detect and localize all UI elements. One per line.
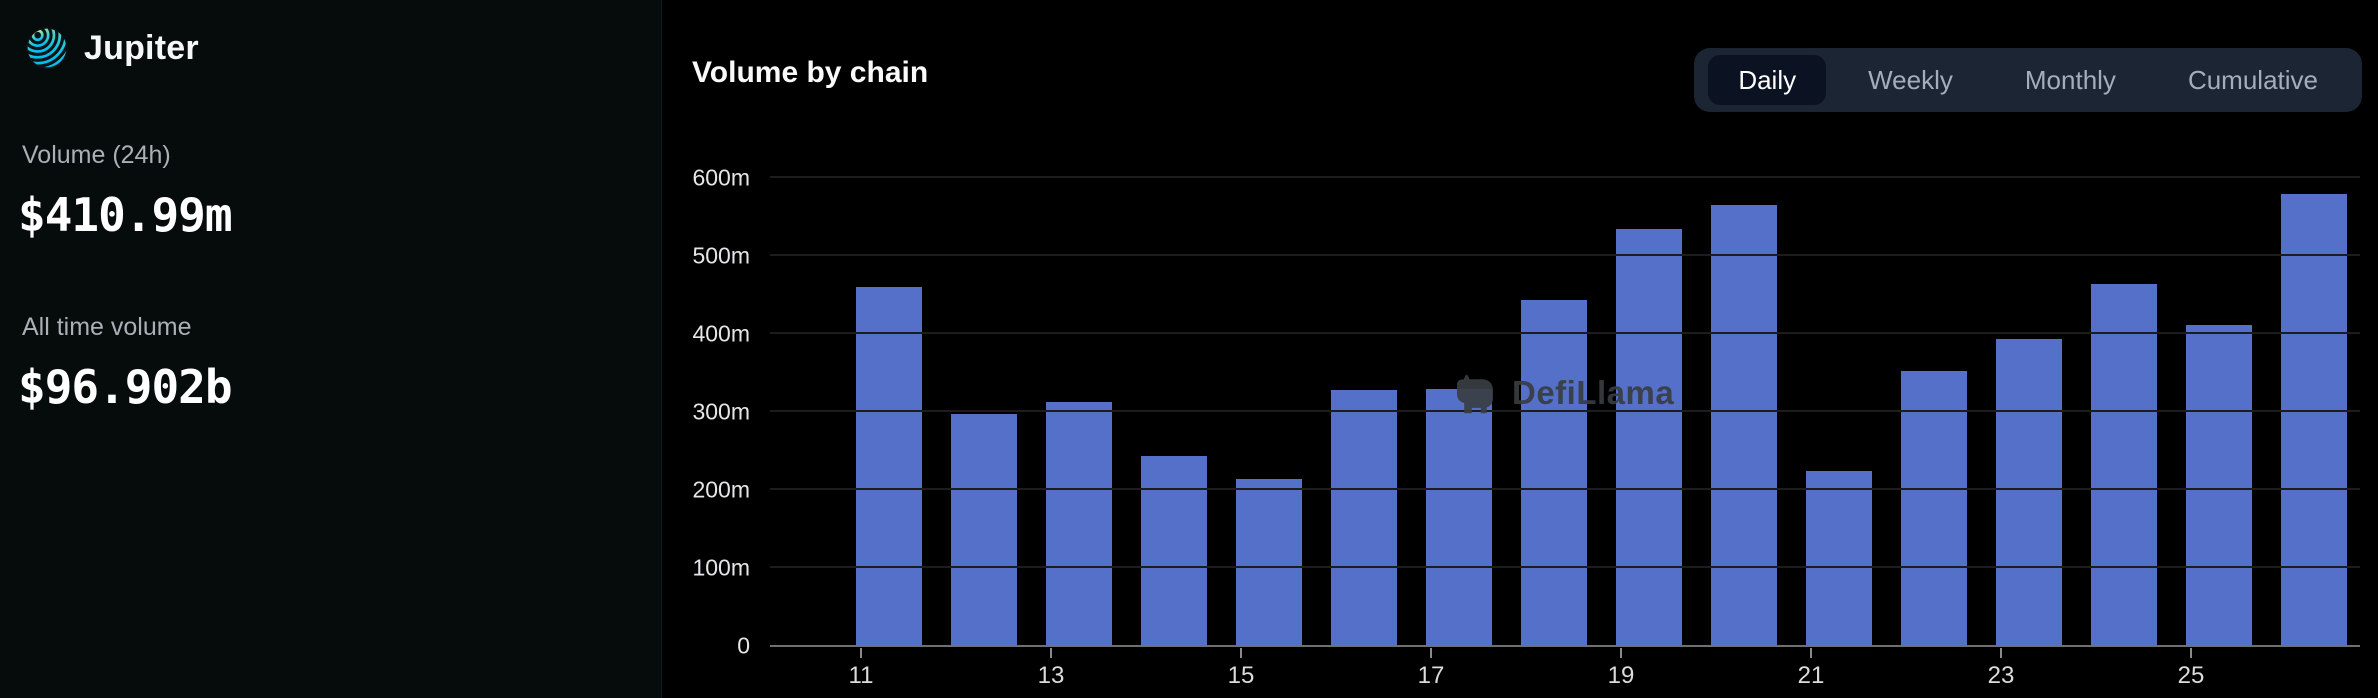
bar-day-21[interactable] (1805, 471, 1872, 646)
x-axis-label: 25 (2177, 662, 2205, 689)
gridline-500m (770, 254, 2360, 256)
bar-slot (936, 178, 1031, 646)
all-time-volume-label: All time volume (22, 313, 192, 341)
jupiter-logo-icon (26, 27, 68, 69)
bar-slot (1126, 178, 1221, 646)
x-axis-line (770, 645, 2360, 647)
y-axis-label: 300m (692, 398, 750, 425)
bar-day-15[interactable] (1235, 479, 1302, 646)
y-axis-label: 400m (692, 320, 750, 347)
bar-day-18[interactable] (1520, 299, 1587, 646)
bar-slot (2076, 178, 2171, 646)
bar-day-17[interactable] (1425, 388, 1492, 646)
bar-slot (841, 178, 936, 646)
bar-slot (1981, 178, 2076, 646)
y-axis-label: 500m (692, 242, 750, 269)
volume-24h-value: $410.99m (18, 188, 233, 242)
bar-slot (1791, 178, 1886, 646)
bar-slot (1886, 178, 1981, 646)
bar-day-16[interactable] (1330, 390, 1397, 646)
bar-slot (1696, 178, 1791, 646)
x-axis-tick (2190, 648, 2192, 658)
bar-day-12[interactable] (950, 413, 1017, 646)
bar-day-11[interactable] (855, 287, 922, 646)
gridline-300m (770, 410, 2360, 412)
x-axis-label: 11 (848, 662, 874, 689)
bar-chart: 11 13 15 17 19 21 23 25 0 100m 200m 300m 400m 500m 60… (692, 165, 2361, 689)
gridline-200m (770, 488, 2360, 491)
tab-cumulative[interactable]: Cumulative (2187, 64, 2318, 95)
bar-day-25[interactable] (2185, 325, 2252, 646)
bar-day-19[interactable] (1615, 228, 1682, 646)
bar-slot (1601, 178, 1696, 646)
x-axis-tick (1240, 648, 1242, 658)
x-axis-label: 21 (1797, 662, 1825, 689)
x-axis-label: 19 (1607, 662, 1635, 689)
y-axis-label: 0 (737, 632, 750, 659)
y-axis-label: 600m (692, 164, 750, 191)
bar-day-14[interactable] (1140, 456, 1207, 646)
period-tab-bar: Daily Weekly Monthly Cumulative (1694, 48, 2362, 112)
bar-day-23[interactable] (1995, 338, 2062, 646)
all-time-volume-value: $96.902b (18, 360, 233, 414)
bar-slot (2266, 178, 2361, 646)
gridline-400m (770, 332, 2360, 335)
volume-24h-label: Volume (24h) (22, 141, 171, 169)
x-axis-label: 23 (1987, 662, 2015, 689)
bar-day-22[interactable] (1900, 371, 1967, 646)
bar-day-13[interactable] (1045, 401, 1112, 646)
bar-slot (1221, 178, 1316, 646)
x-axis-tick (1430, 648, 1432, 658)
tab-weekly[interactable]: Weekly (1868, 64, 1953, 95)
bar-slot (1411, 178, 1506, 646)
gridline-100m (770, 566, 2360, 569)
sidebar: Jupiter Volume (24h) $410.99m All time v… (0, 0, 662, 698)
bar-slot (2171, 178, 2266, 646)
bar-day-24[interactable] (2090, 284, 2157, 646)
bars-container: 11 13 15 17 19 21 23 25 (841, 178, 2361, 689)
bar-slot (1506, 178, 1601, 646)
bar-day-20[interactable] (1710, 205, 1777, 646)
tab-monthly[interactable]: Monthly (2024, 64, 2116, 95)
bar-slot (1316, 178, 1411, 646)
chart-title: Volume by chain (692, 56, 929, 89)
x-axis-tick (2000, 648, 2002, 658)
tab-daily[interactable]: Daily (1708, 55, 1827, 105)
chart-panel: Volume by chain Daily Weekly Monthly Cumula… (662, 0, 2378, 698)
x-axis-tick (860, 648, 862, 658)
bar-slot (1031, 178, 1126, 646)
x-axis-tick (1050, 648, 1052, 658)
x-axis-label: 15 (1227, 662, 1255, 689)
bar-day-26[interactable] (2280, 193, 2347, 646)
gridline-600m (770, 176, 2360, 178)
y-axis-label: 200m (692, 476, 750, 503)
brand-name: Jupiter (84, 28, 199, 67)
brand-row: Jupiter (26, 27, 199, 69)
y-axis-label: 100m (692, 554, 750, 581)
x-axis-label: 17 (1417, 662, 1445, 689)
x-axis-label: 13 (1037, 662, 1065, 689)
x-axis-tick (1620, 648, 1622, 658)
x-axis-tick (1810, 648, 1812, 658)
